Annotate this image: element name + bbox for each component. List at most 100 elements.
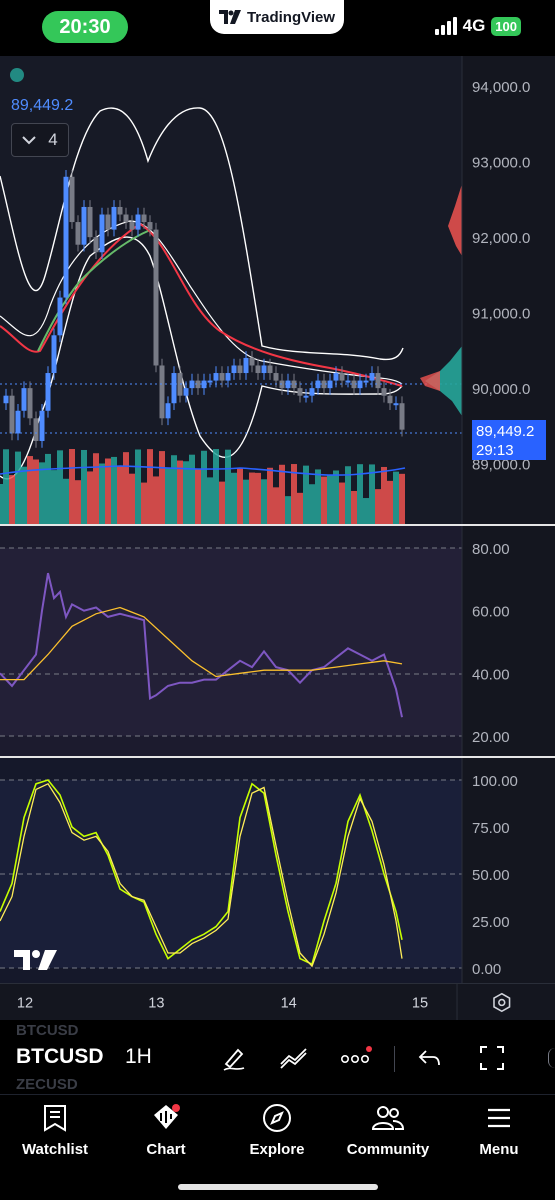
candle-body [93, 237, 99, 253]
volume-bar [297, 492, 303, 524]
volume-bar [261, 479, 267, 524]
time-axis-label: 13 [148, 995, 164, 1011]
pane-separator[interactable] [0, 756, 555, 758]
candle-body [111, 206, 117, 230]
symbol-selector[interactable]: BTCUSD [16, 1045, 104, 1068]
tab-watchlist[interactable]: Watchlist [0, 1103, 110, 1158]
volume-bar [183, 461, 189, 524]
volume-bar [159, 451, 165, 524]
current-price-label: 89,449.2 [11, 97, 74, 114]
ema-slow [0, 222, 403, 387]
volume-bar [171, 455, 177, 524]
app-indicator: TradingView [210, 0, 344, 34]
pen-tool-button[interactable] [218, 1042, 250, 1074]
more-tools-button[interactable] [340, 1042, 372, 1074]
candle-body [129, 222, 135, 230]
volume-bar [195, 468, 201, 524]
volume-bar [333, 470, 339, 524]
price-axis-tick: 91,000.0 [472, 306, 530, 323]
price-pane[interactable]: 94,000.0 93,000.0 92,000.0 91,000.0 90,000.0… [0, 56, 555, 524]
time-axis[interactable]: 12 13 14 15 [0, 983, 555, 1020]
undo-button[interactable] [414, 1042, 446, 1074]
bottom-tab-bar: Watchlist Chart Explore Community Menu [0, 1094, 555, 1200]
volume-bar [279, 464, 285, 524]
app-name: TradingView [246, 8, 336, 26]
candle-body [243, 357, 249, 374]
price-axis-tick: 93,000.0 [472, 155, 530, 172]
volume-bar [123, 452, 129, 524]
candle-body [303, 395, 309, 398]
volume-bar [189, 454, 195, 524]
tab-label: Chart [146, 1141, 186, 1158]
candle-body [51, 335, 57, 374]
status-bar: 20:30 TradingView 4G 100 [0, 0, 555, 56]
tab-menu[interactable]: Menu [444, 1103, 554, 1158]
tab-label: Menu [479, 1141, 519, 1158]
candle-body [27, 388, 33, 419]
candle-body [105, 214, 111, 230]
volume-bar [0, 484, 3, 524]
candle-body [213, 373, 219, 381]
undo-icon [418, 1050, 440, 1066]
compass-icon [263, 1104, 291, 1132]
tab-chart[interactable]: Chart [111, 1103, 221, 1158]
candle-body [273, 373, 279, 381]
candle-body [399, 403, 405, 430]
volume-bar [291, 464, 297, 524]
volume-bar [375, 489, 381, 524]
volume-bar [129, 473, 135, 524]
home-indicator [178, 1184, 378, 1190]
stoch-axis-tick: 75.00 [472, 820, 510, 837]
fullscreen-button[interactable] [476, 1042, 508, 1074]
rsi-pane[interactable]: 80.00 60.00 40.00 20.00 [0, 526, 555, 756]
volume-bar [309, 484, 315, 524]
volume-bar [369, 464, 375, 524]
volume-bar [303, 465, 309, 524]
candle-body [387, 395, 393, 404]
volume-bar [27, 456, 33, 524]
volume-bar [21, 466, 27, 524]
candle-body [135, 214, 141, 230]
ghost-symbol: BTCUSD [16, 1022, 79, 1039]
volume-bar [57, 450, 63, 524]
volume-profile-green [425, 346, 462, 416]
candle-body [249, 357, 255, 366]
candle-body [57, 297, 63, 336]
candle-body [237, 365, 243, 374]
candle-body [123, 214, 129, 223]
candle-body [159, 365, 165, 419]
candle-body [171, 373, 177, 404]
candle-body [321, 380, 327, 389]
rsi-line [0, 572, 403, 718]
edge-handle [548, 1048, 555, 1068]
stochastic-pane[interactable]: 100.00 75.00 50.00 25.00 0.00 [0, 758, 555, 983]
more-icon [340, 1046, 372, 1064]
indicators-collapse-button[interactable]: 4 [11, 123, 69, 157]
volume-bar [69, 449, 75, 524]
volume-bar [285, 496, 291, 524]
live-indicator [10, 68, 24, 82]
volume-bar [75, 480, 81, 524]
pane-separator[interactable] [0, 524, 555, 526]
candle-body [333, 373, 339, 381]
volume-bar [99, 463, 105, 524]
trend-line-tool-button[interactable] [278, 1042, 310, 1074]
tradingview-logo-icon [218, 10, 241, 24]
candle-body [39, 410, 45, 441]
volume-bar [45, 453, 51, 524]
tab-community[interactable]: Community [333, 1103, 443, 1158]
candle-body [267, 365, 273, 374]
chart-settings-icon[interactable] [493, 992, 511, 1013]
last-price: 89,449.2 [476, 423, 535, 440]
candle-body [3, 395, 9, 404]
chart-area[interactable]: 94,000.0 93,000.0 92,000.0 91,000.0 90,000.0… [0, 56, 555, 1020]
indicator-count: 4 [48, 130, 58, 149]
candle-body [285, 380, 291, 389]
candle-body [375, 373, 381, 389]
stoch-axis-tick: 0.00 [472, 961, 501, 978]
signal-icon [434, 17, 457, 35]
volume-bar [3, 449, 9, 524]
interval-selector[interactable]: 1H [125, 1045, 152, 1068]
community-icon [371, 1106, 405, 1130]
tab-explore[interactable]: Explore [222, 1103, 332, 1158]
